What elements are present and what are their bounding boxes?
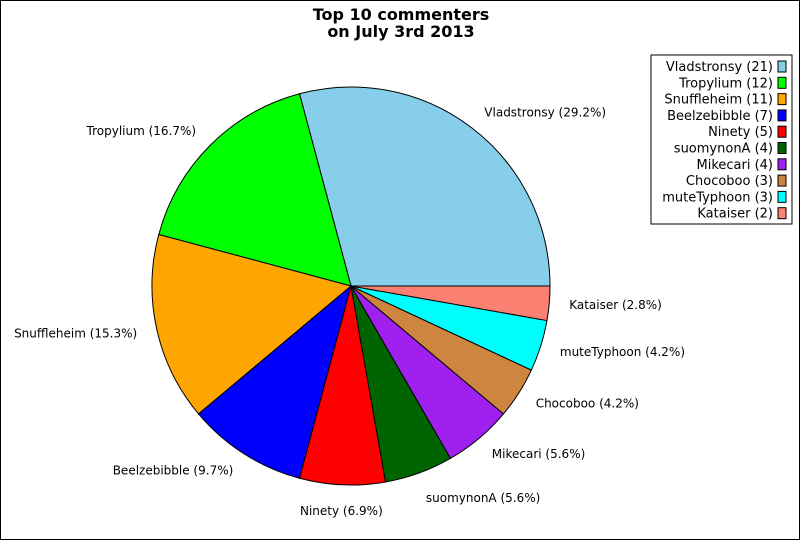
slice-label-snuffleheim: Snuffleheim (15.3%) xyxy=(14,326,137,340)
legend-label-tropylium: Tropylium (12) xyxy=(678,76,773,91)
legend-swatch-snuffleheim xyxy=(777,93,787,106)
slice-label-mikecari: Mikecari (5.6%) xyxy=(492,447,585,461)
legend-swatch-mutetyphoon xyxy=(777,190,787,203)
slice-label-kataiser: Kataiser (2.8%) xyxy=(569,298,662,312)
legend-swatch-kataiser xyxy=(777,207,787,220)
legend-swatch-suomynona xyxy=(777,142,787,154)
pie-slice-beelzebibble xyxy=(197,284,352,479)
slice-label-chocoboo: Chocoboo (4.2%) xyxy=(536,397,639,411)
pie-slice-tropylium xyxy=(158,93,352,287)
slice-label-tropylium: Tropylium (16.7%) xyxy=(86,124,197,138)
slice-label-vladstronsy: Vladstronsy (29.2%) xyxy=(484,105,606,119)
chart-title-line-2: on July 3rd 2013 xyxy=(327,22,474,41)
pie-slice-snuffleheim xyxy=(151,233,353,415)
legend-label-chocoboo: Chocoboo (3) xyxy=(686,174,773,189)
legend-label-snuffleheim: Snuffleheim (11) xyxy=(664,93,773,108)
pie-slices xyxy=(151,86,551,486)
slice-label-suomynona: suomynonA (5.6%) xyxy=(426,491,540,505)
legend-swatch-beelzebibble xyxy=(777,109,787,122)
legend-label-kataiser: Kataiser (2) xyxy=(697,207,773,222)
pie-slice-vladstronsy xyxy=(298,86,551,287)
legend: Vladstronsy (21)Tropylium (12) Snufflehei… xyxy=(650,54,793,225)
legend-label-suomynona: suomynonA (4) xyxy=(674,142,773,157)
legend-swatch-mikecari xyxy=(777,158,787,171)
legend-label-mutetyphoon: muteTyphoon (3) xyxy=(662,190,773,205)
slice-label-mutetyphoon: muteTyphoon (4.2%) xyxy=(560,345,685,359)
slice-label-beelzebibble: Beelzebibble (9.7%) xyxy=(113,464,234,478)
legend-label-ninety: Ninety (5) xyxy=(708,125,773,140)
legend-box xyxy=(650,54,793,225)
legend-swatch-chocoboo xyxy=(777,174,787,187)
pie-slice-labels: Vladstronsy (29.2%) Tropylium (16.7%) Snuf… xyxy=(14,105,685,518)
legend-swatch-vladstronsy xyxy=(777,60,787,73)
legend-swatch-ninety xyxy=(777,125,787,138)
slice-label-ninety: Ninety (6.9%) xyxy=(300,504,383,518)
legend-label-beelzebibble: Beelzebibble (7) xyxy=(667,109,773,124)
legend-label-mikecari: Mikecari (4) xyxy=(696,158,773,173)
legend-swatch-tropylium xyxy=(777,76,787,89)
chart-title-line-1: Top 10 commenters xyxy=(313,5,490,24)
pie-slice-kataiser xyxy=(350,285,551,322)
legend-label-vladstronsy: Vladstronsy (21) xyxy=(666,60,773,75)
